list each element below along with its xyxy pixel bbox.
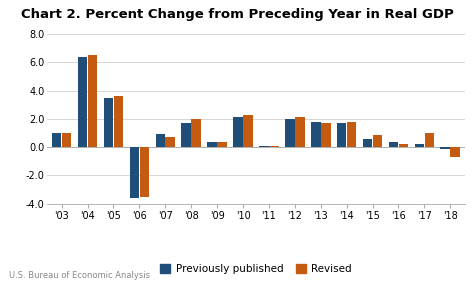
- Bar: [104, 98, 113, 147]
- Bar: [347, 122, 356, 147]
- Bar: [155, 134, 165, 147]
- Bar: [425, 133, 434, 147]
- Bar: [52, 133, 62, 147]
- Bar: [311, 122, 320, 147]
- Bar: [165, 136, 175, 147]
- Text: U.S. Bureau of Economic Analysis: U.S. Bureau of Economic Analysis: [9, 271, 150, 280]
- Bar: [321, 123, 330, 147]
- Bar: [182, 123, 191, 147]
- Text: Chart 2. Percent Change from Preceding Year in Real GDP: Chart 2. Percent Change from Preceding Y…: [21, 8, 453, 22]
- Bar: [363, 140, 373, 147]
- Bar: [88, 55, 97, 147]
- Bar: [337, 123, 346, 147]
- Bar: [217, 142, 227, 147]
- Bar: [243, 115, 253, 147]
- Bar: [139, 147, 149, 197]
- Bar: [285, 119, 295, 147]
- Bar: [389, 142, 398, 147]
- Bar: [450, 147, 460, 157]
- Bar: [114, 96, 123, 147]
- Bar: [78, 57, 87, 147]
- Legend: Previously published, Revised: Previously published, Revised: [156, 260, 356, 278]
- Bar: [440, 147, 450, 149]
- Bar: [233, 117, 243, 147]
- Bar: [399, 144, 408, 147]
- Bar: [129, 147, 139, 198]
- Bar: [415, 144, 424, 147]
- Bar: [207, 142, 217, 147]
- Bar: [373, 135, 383, 147]
- Bar: [295, 117, 305, 147]
- Bar: [191, 119, 201, 147]
- Bar: [62, 133, 72, 147]
